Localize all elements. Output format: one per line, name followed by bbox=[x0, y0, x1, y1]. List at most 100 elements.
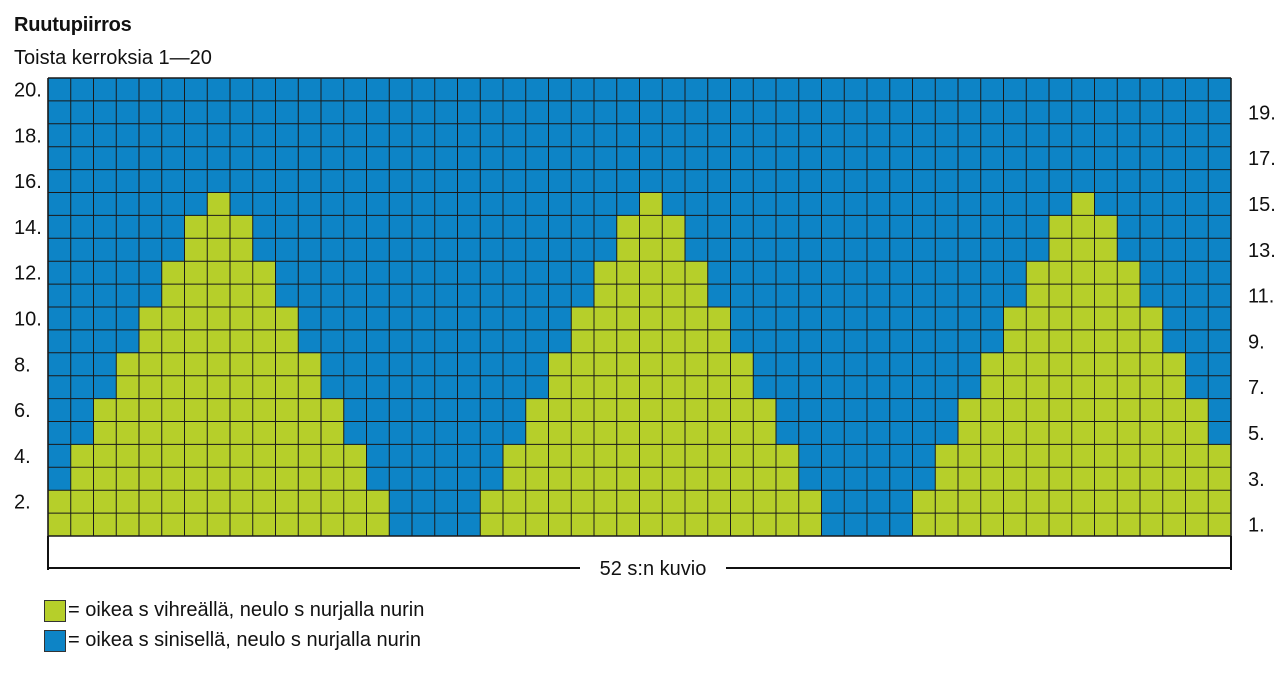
blue-cell bbox=[412, 238, 436, 262]
green-cell bbox=[548, 398, 572, 422]
blue-cell bbox=[93, 352, 117, 376]
green-cell bbox=[1026, 444, 1050, 468]
green-cell bbox=[935, 490, 959, 514]
blue-cell bbox=[912, 421, 936, 445]
blue-cell bbox=[776, 123, 800, 147]
blue-cell bbox=[48, 421, 72, 445]
green-cell bbox=[639, 238, 663, 262]
green-cell bbox=[958, 398, 982, 422]
blue-cell bbox=[48, 169, 72, 193]
legend-label-green: = oikea s vihreällä, neulo s nurjalla nu… bbox=[68, 599, 425, 621]
green-cell bbox=[662, 238, 686, 262]
blue-cell bbox=[616, 146, 640, 170]
blue-cell bbox=[252, 169, 276, 193]
legend-item-blue: = oikea s sinisellä, neulo s nurjalla nu… bbox=[44, 629, 421, 652]
blue-cell bbox=[1208, 398, 1232, 422]
blue-cell bbox=[412, 261, 436, 285]
green-cell bbox=[184, 398, 208, 422]
green-cell bbox=[48, 490, 72, 514]
blue-cell bbox=[912, 444, 936, 468]
green-cell bbox=[1071, 238, 1095, 262]
green-cell bbox=[616, 421, 640, 445]
green-cell bbox=[1140, 329, 1164, 354]
green-cell bbox=[594, 421, 618, 445]
green-cell bbox=[730, 444, 754, 468]
blue-cell bbox=[867, 192, 891, 216]
green-cell bbox=[161, 375, 185, 399]
green-cell bbox=[1185, 490, 1209, 514]
green-cell bbox=[207, 284, 231, 308]
blue-cell bbox=[366, 421, 390, 445]
blue-cell bbox=[503, 78, 527, 102]
green-cell bbox=[139, 375, 163, 399]
blue-cell bbox=[844, 169, 868, 193]
blue-cell bbox=[1185, 329, 1209, 354]
blue-cell bbox=[503, 375, 527, 399]
blue-cell bbox=[434, 329, 458, 354]
blue-cell bbox=[730, 146, 754, 170]
green-cell bbox=[730, 375, 754, 399]
green-cell bbox=[571, 490, 595, 514]
blue-cell bbox=[389, 444, 413, 468]
blue-cell bbox=[457, 467, 481, 491]
green-cell bbox=[707, 490, 731, 514]
green-cell bbox=[958, 490, 982, 514]
blue-cell bbox=[1162, 284, 1186, 308]
blue-cell bbox=[798, 146, 822, 170]
green-cell bbox=[139, 421, 163, 445]
blue-cell bbox=[93, 261, 117, 285]
green-cell bbox=[980, 421, 1004, 445]
green-cell bbox=[1071, 467, 1095, 491]
blue-cell bbox=[298, 192, 322, 216]
green-cell bbox=[707, 444, 731, 468]
green-cell bbox=[980, 490, 1004, 514]
blue-cell bbox=[161, 192, 185, 216]
blue-cell bbox=[1185, 146, 1209, 170]
green-cell bbox=[230, 490, 254, 514]
blue-cell bbox=[70, 192, 94, 216]
green-cell bbox=[275, 375, 299, 399]
green-cell bbox=[298, 398, 322, 422]
blue-cell bbox=[935, 398, 959, 422]
blue-cell bbox=[1140, 146, 1164, 170]
green-cell bbox=[935, 467, 959, 491]
blue-cell bbox=[935, 352, 959, 376]
blue-cell bbox=[548, 169, 572, 193]
blue-cell bbox=[958, 215, 982, 239]
blue-cell bbox=[798, 78, 822, 102]
blue-cell bbox=[389, 421, 413, 445]
blue-cell bbox=[503, 261, 527, 285]
green-cell bbox=[116, 352, 140, 376]
blue-cell bbox=[958, 100, 982, 125]
green-cell bbox=[184, 238, 208, 262]
blue-cell bbox=[844, 352, 868, 376]
blue-cell bbox=[434, 100, 458, 125]
green-cell bbox=[230, 284, 254, 308]
blue-cell bbox=[207, 123, 231, 147]
blue-cell bbox=[798, 375, 822, 399]
green-cell bbox=[321, 513, 345, 537]
green-cell bbox=[639, 307, 663, 331]
blue-cell bbox=[616, 123, 640, 147]
blue-cell bbox=[480, 169, 504, 193]
blue-cell bbox=[867, 329, 891, 354]
green-cell bbox=[184, 307, 208, 331]
blue-cell bbox=[503, 307, 527, 331]
left-row-label: 10. bbox=[14, 308, 42, 330]
blue-cell bbox=[93, 375, 117, 399]
blue-cell bbox=[389, 78, 413, 102]
blue-cell bbox=[980, 192, 1004, 216]
blue-cell bbox=[48, 238, 72, 262]
blue-cell bbox=[1071, 100, 1095, 125]
green-cell bbox=[685, 329, 709, 354]
blue-cell bbox=[412, 329, 436, 354]
green-cell bbox=[1094, 261, 1118, 285]
green-cell bbox=[980, 352, 1004, 376]
blue-cell bbox=[412, 352, 436, 376]
blue-cell bbox=[480, 261, 504, 285]
blue-cell bbox=[480, 123, 504, 147]
green-cell bbox=[594, 261, 618, 285]
blue-cell bbox=[116, 284, 140, 308]
green-cell bbox=[275, 352, 299, 376]
blue-cell bbox=[889, 421, 913, 445]
